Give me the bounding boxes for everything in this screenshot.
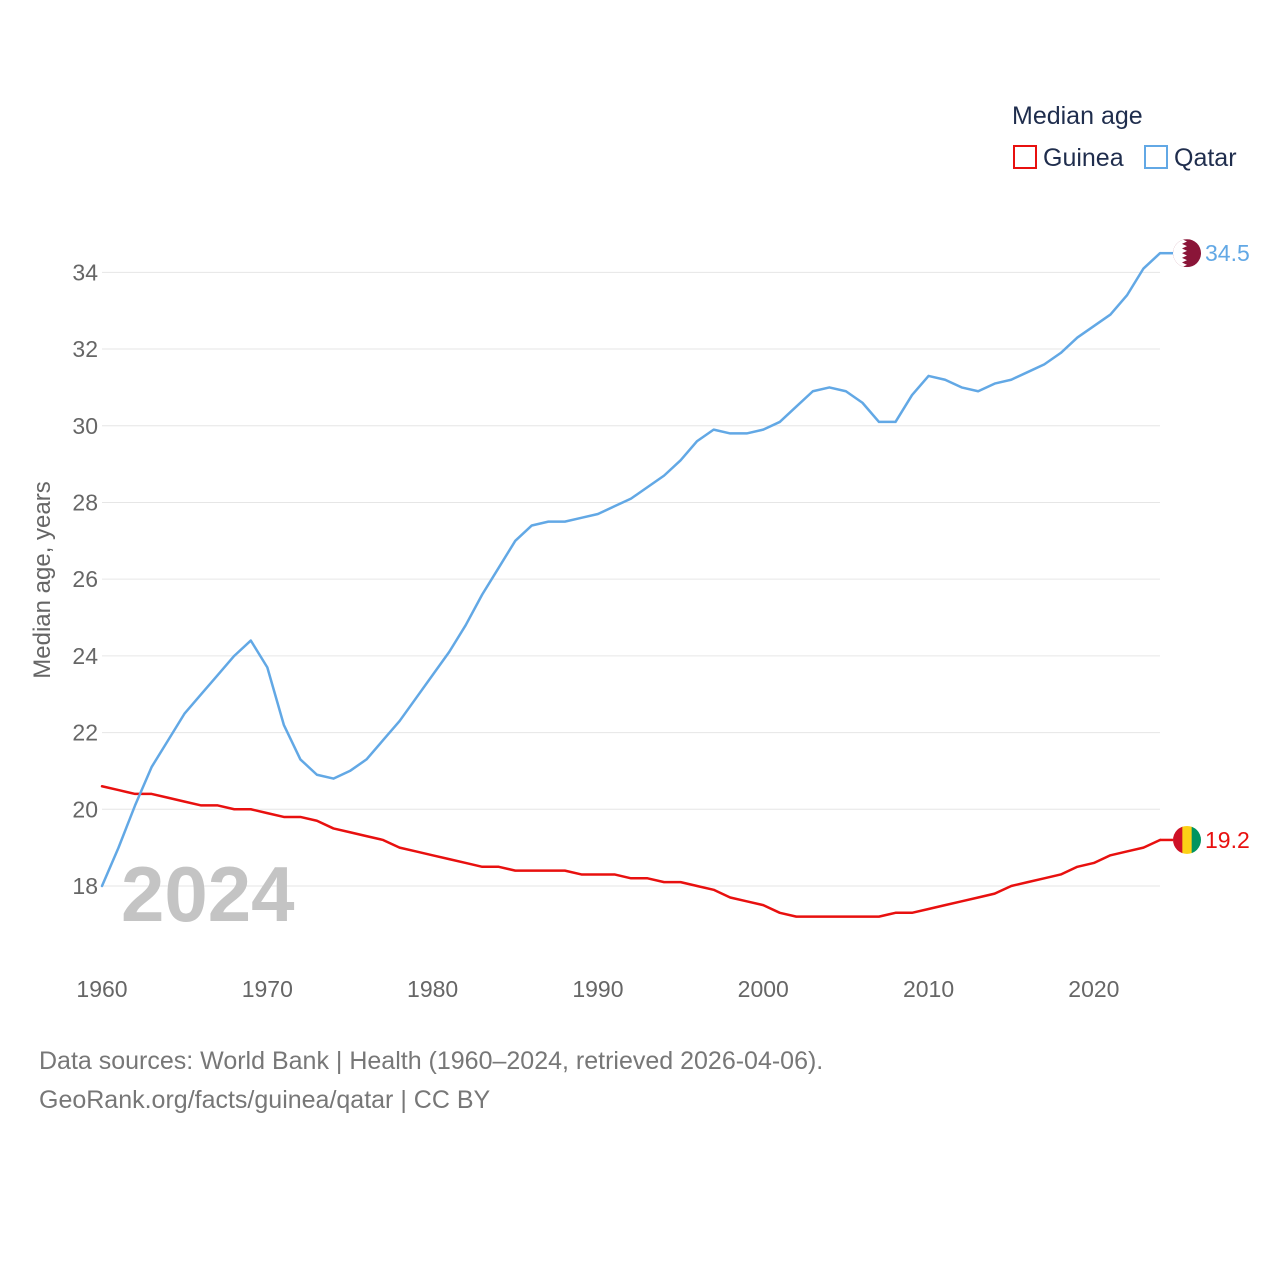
- source-line-1: Data sources: World Bank | Health (1960–…: [39, 1047, 823, 1075]
- legend-label-qatar[interactable]: Qatar: [1174, 144, 1237, 172]
- y-tick-label-28: 28: [72, 489, 98, 515]
- legend[interactable]: Median age Guinea Qatar: [1012, 102, 1237, 172]
- grid-lines: [102, 271, 1160, 887]
- legend-swatch-qatar[interactable]: [1144, 145, 1168, 169]
- series-lines: [100, 251, 1162, 918]
- end-label-qatar: 34.5: [1205, 240, 1250, 266]
- y-tick-label-32: 32: [72, 336, 98, 362]
- y-tick-labels: 18 20 22 24 26 28 30 32 34: [72, 259, 98, 899]
- x-tick-labels: 1960 1970 1980 1990 2000 2010 2020: [76, 976, 1119, 1002]
- x-tick-label-2010: 2010: [903, 976, 954, 1002]
- x-tick-label-2000: 2000: [738, 976, 789, 1002]
- year-label: 2024: [121, 850, 295, 938]
- y-tick-label-24: 24: [72, 643, 98, 669]
- qatar-flag-icon: [1173, 239, 1201, 268]
- x-tick-label-2020: 2020: [1068, 976, 1119, 1002]
- series-line-guinea[interactable]: [100, 785, 1162, 918]
- legend-label-guinea[interactable]: Guinea: [1043, 144, 1124, 172]
- y-tick-label-22: 22: [72, 720, 98, 746]
- guinea-flag-icon: [1173, 825, 1201, 854]
- x-tick-label-1990: 1990: [572, 976, 623, 1002]
- y-tick-label-20: 20: [72, 796, 98, 822]
- x-tick-label-1970: 1970: [242, 976, 293, 1002]
- x-tick-label-1980: 1980: [407, 976, 458, 1002]
- legend-title: Median age: [1012, 102, 1143, 130]
- y-tick-label-30: 30: [72, 413, 98, 439]
- end-markers: 34.5 19.2: [1160, 239, 1250, 854]
- y-tick-label-18: 18: [72, 873, 98, 899]
- y-tick-label-26: 26: [72, 566, 98, 592]
- y-tick-label-34: 34: [72, 259, 98, 285]
- y-axis-label: Median age, years: [29, 481, 56, 678]
- x-tick-label-1960: 1960: [76, 976, 127, 1002]
- series-line-qatar[interactable]: [100, 251, 1162, 888]
- end-label-guinea: 19.2: [1205, 827, 1250, 853]
- source-line-2[interactable]: GeoRank.org/facts/guinea/qatar | CC BY: [39, 1086, 490, 1114]
- legend-swatch-guinea[interactable]: [1013, 145, 1037, 169]
